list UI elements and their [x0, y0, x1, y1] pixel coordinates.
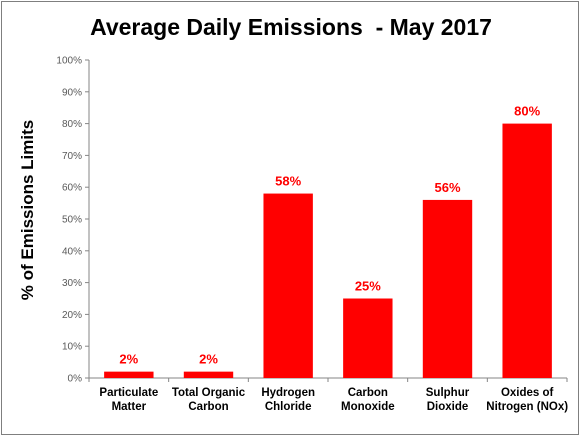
data-label: 80% — [514, 104, 540, 119]
y-tick-label: 0% — [68, 374, 83, 385]
data-label: 2% — [119, 352, 138, 367]
category-label: Particulate Matter — [99, 387, 159, 413]
bar — [422, 199, 473, 378]
data-label: 25% — [355, 279, 381, 294]
y-tick-label: 70% — [62, 151, 82, 162]
category-label: Carbon Monoxide — [340, 387, 395, 413]
y-tick-label: 90% — [62, 87, 82, 98]
bar — [502, 123, 552, 378]
data-label: 56% — [434, 180, 460, 195]
y-tick-label: 60% — [62, 183, 82, 194]
y-tick-label: 80% — [62, 119, 82, 130]
y-tick-label: 20% — [62, 310, 82, 321]
y-tick-label: 50% — [62, 215, 82, 226]
category-label: Total Organic Carbon — [171, 387, 246, 413]
y-tick-label: 10% — [62, 342, 82, 353]
bar — [343, 298, 393, 378]
y-tick-label: 40% — [62, 246, 82, 257]
category-label: Oxides of Nitrogen (NOx) — [486, 387, 569, 413]
bar — [183, 371, 234, 378]
bar — [104, 371, 154, 378]
chart-title: Average Daily Emissions - May 2017 — [90, 14, 492, 40]
category-label: Hydrogen Chloride — [261, 387, 315, 413]
data-label: 58% — [275, 174, 301, 189]
category-label: Sulphur Dioxide — [425, 387, 470, 413]
bar — [263, 193, 313, 378]
data-label: 2% — [199, 352, 218, 367]
y-tick-label: 30% — [62, 278, 82, 289]
y-tick-label: 100% — [56, 56, 82, 67]
